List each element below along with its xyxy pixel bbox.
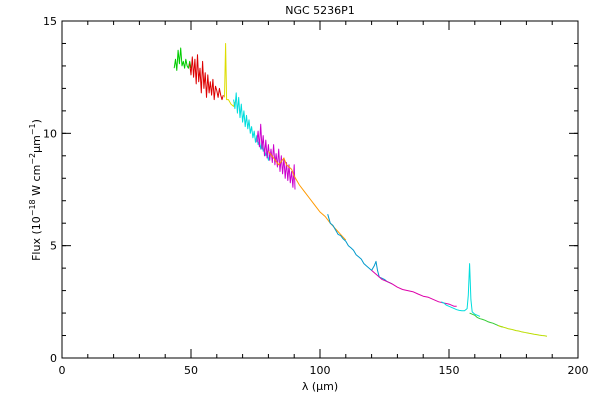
chart-title: NGC 5236P1 xyxy=(285,4,355,17)
y-label-prefix: Flux (10 xyxy=(30,216,43,261)
x-axis-label: λ (μm) xyxy=(302,380,338,393)
y-tick-label: 0 xyxy=(50,352,57,365)
series-line-11 xyxy=(497,324,548,337)
y-tick-label: 15 xyxy=(43,15,57,28)
x-tick-label: 50 xyxy=(184,364,198,377)
y-label-suffix: ) xyxy=(30,119,43,123)
series-line-8 xyxy=(371,270,457,307)
y-axis: 0 5 10 15 xyxy=(43,15,578,365)
series-line-9 xyxy=(441,263,481,317)
series-line-2 xyxy=(189,54,224,101)
y-tick-label: 10 xyxy=(43,127,57,140)
x-tick-label: 200 xyxy=(568,364,589,377)
series-group xyxy=(173,43,548,337)
series-line-7 xyxy=(327,214,393,285)
y-tick-label: 5 xyxy=(50,240,57,253)
plot-frame xyxy=(61,20,579,359)
x-tick-label: 100 xyxy=(310,364,331,377)
y-label-mid2: μm xyxy=(30,135,43,153)
y-label-exp2: −2 xyxy=(28,153,37,165)
y-label-exp3: −1 xyxy=(28,123,37,135)
y-label-mid: W cm xyxy=(30,165,43,200)
series-line-5 xyxy=(256,123,296,190)
y-axis-label: Flux (10−18 W cm−2μm−1) xyxy=(28,119,43,261)
series-line-1 xyxy=(173,47,192,71)
x-tick-label: 150 xyxy=(439,364,460,377)
y-label-exp1: −18 xyxy=(28,199,37,216)
series-line-4 xyxy=(233,92,271,161)
x-axis: 0 50 100 150 200 xyxy=(59,21,589,377)
x-tick-label: 0 xyxy=(59,364,66,377)
series-line-3 xyxy=(224,43,236,107)
series-line-10 xyxy=(469,312,504,328)
